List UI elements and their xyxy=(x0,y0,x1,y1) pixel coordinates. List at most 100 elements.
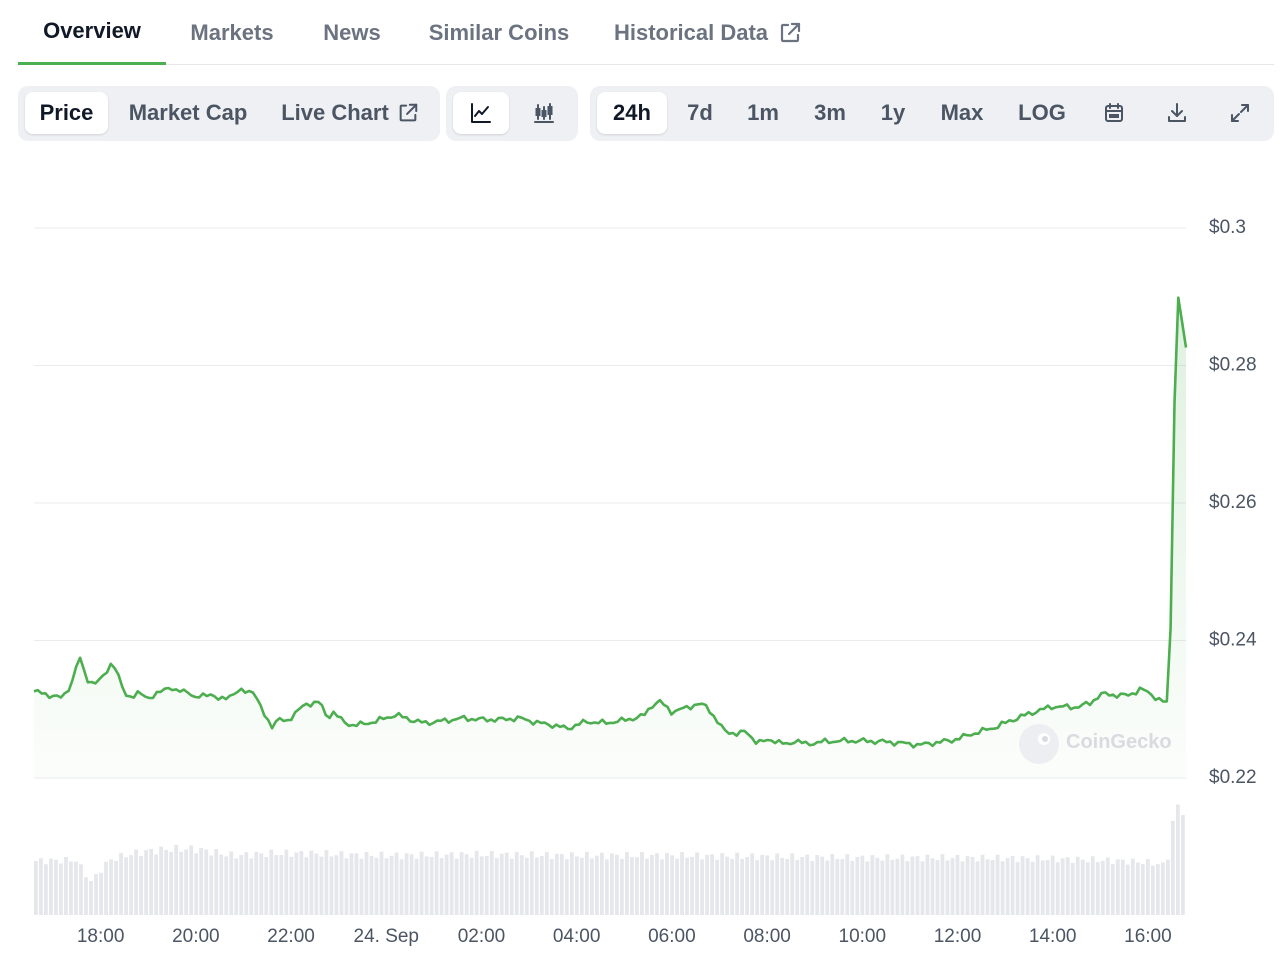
date-range-button[interactable] xyxy=(1090,92,1138,134)
volume-bar xyxy=(169,851,174,915)
volume-bar xyxy=(104,861,108,915)
volume-bar xyxy=(895,858,900,915)
volume-bar xyxy=(815,855,820,915)
volume-bar xyxy=(494,858,499,915)
volume-bar xyxy=(825,860,830,915)
range-max-label: Max xyxy=(940,100,984,125)
volume-bar xyxy=(1165,859,1170,915)
price-button[interactable]: Price xyxy=(25,92,108,134)
tab-similar-coins[interactable]: Similar Coins xyxy=(418,0,580,65)
live-chart-button-label: Live Chart xyxy=(281,100,389,125)
volume-bar xyxy=(109,859,113,915)
volume-bar xyxy=(770,860,775,915)
volume-bar xyxy=(329,856,334,915)
x-axis-label: 18:00 xyxy=(77,926,125,947)
volume-bar xyxy=(289,856,294,915)
range-24h-button[interactable]: 24h xyxy=(597,92,667,134)
log-scale-button[interactable]: LOG xyxy=(1008,92,1076,134)
tab-overview[interactable]: Overview xyxy=(18,0,166,65)
price-line xyxy=(33,296,1188,749)
volume-bar xyxy=(94,874,98,915)
volume-bar xyxy=(349,853,354,915)
volume-bar xyxy=(785,858,790,915)
range-max-button[interactable]: Max xyxy=(928,92,996,134)
volume-bar xyxy=(940,854,945,915)
volume-bar xyxy=(860,855,865,915)
volume-bar xyxy=(244,852,249,915)
volume-bar xyxy=(845,854,850,915)
tab-news[interactable]: News xyxy=(308,0,396,65)
volume-bar xyxy=(820,856,825,915)
market-cap-button-label: Market Cap xyxy=(128,100,248,125)
volume-bar xyxy=(610,853,614,915)
candlestick-chart-button[interactable] xyxy=(516,92,572,134)
price-chart[interactable]: $0.22 $0.24 $0.26 $0.28 $0.3 18:00 20:00 22:00… xyxy=(0,150,1280,960)
price-button-label: Price xyxy=(39,100,94,125)
volume-bar xyxy=(154,854,159,915)
volume-bar xyxy=(214,849,219,915)
volume-bar xyxy=(720,853,724,915)
volume-bar xyxy=(1115,859,1120,915)
volume-bar xyxy=(935,860,940,915)
live-chart-button[interactable]: Live Chart xyxy=(274,92,426,134)
volume-bar xyxy=(1040,860,1045,915)
volume-bar xyxy=(39,858,43,915)
volume-bar xyxy=(559,853,564,915)
range-3m-button[interactable]: 3m xyxy=(802,92,858,134)
volume-bar xyxy=(775,853,780,915)
volume-bar xyxy=(164,849,169,915)
volume-bar xyxy=(134,849,138,915)
range-1y-button[interactable]: 1y xyxy=(870,92,916,134)
volume-bar xyxy=(579,857,584,915)
market-cap-button[interactable]: Market Cap xyxy=(118,92,258,134)
volume-bar xyxy=(514,851,519,915)
volume-bar xyxy=(1015,862,1020,915)
volume-bar xyxy=(910,856,915,915)
volume-bar xyxy=(49,858,53,915)
range-1m-button[interactable]: 1m xyxy=(736,92,790,134)
volume-bar xyxy=(735,852,740,915)
volume-bar xyxy=(374,857,379,915)
volume-bar xyxy=(1180,815,1185,915)
volume-bar xyxy=(1105,857,1110,915)
x-axis-label: 04:00 xyxy=(553,926,601,947)
tab-markets[interactable]: Markets xyxy=(178,0,286,65)
range-7d-button[interactable]: 7d xyxy=(674,92,726,134)
volume-bar xyxy=(504,852,509,915)
volume-bar xyxy=(1145,858,1150,915)
volume-bar xyxy=(404,853,409,915)
chart-type-toggle: Price Market Cap Live Chart xyxy=(18,86,440,141)
x-axis-label: 20:00 xyxy=(172,926,220,947)
volume-bar xyxy=(44,864,48,915)
external-link-icon xyxy=(397,102,419,124)
volume-bar xyxy=(1000,861,1005,915)
volume-bar xyxy=(564,859,569,915)
volume-bar xyxy=(1150,865,1155,915)
line-chart-button[interactable] xyxy=(453,92,509,134)
volume-bar xyxy=(810,860,815,915)
volume-bar xyxy=(184,849,189,915)
volume-bar xyxy=(479,856,484,915)
volume-bar xyxy=(309,850,314,915)
volume-bar xyxy=(700,859,704,915)
volume-bar xyxy=(1170,820,1175,915)
volume-bar xyxy=(665,852,669,915)
volume-bar xyxy=(194,853,199,915)
volume-bar xyxy=(469,857,474,915)
volume-bar xyxy=(254,851,259,915)
volume-bar xyxy=(1175,804,1180,915)
download-button[interactable] xyxy=(1153,92,1201,134)
volume-bar xyxy=(544,852,549,915)
volume-bar xyxy=(219,854,224,915)
volume-bar xyxy=(399,859,404,915)
x-axis-label: 10:00 xyxy=(839,926,887,947)
volume-bar xyxy=(364,851,369,915)
fullscreen-button[interactable] xyxy=(1216,92,1264,134)
tab-historical-data[interactable]: Historical Data xyxy=(602,0,814,65)
x-axis-label: 06:00 xyxy=(648,926,696,947)
external-link-icon xyxy=(778,21,802,45)
calendar-icon xyxy=(1102,101,1126,125)
volume-bar xyxy=(995,854,1000,915)
watermark-label: CoinGecko xyxy=(1066,731,1172,753)
volume-bar xyxy=(1140,864,1145,915)
